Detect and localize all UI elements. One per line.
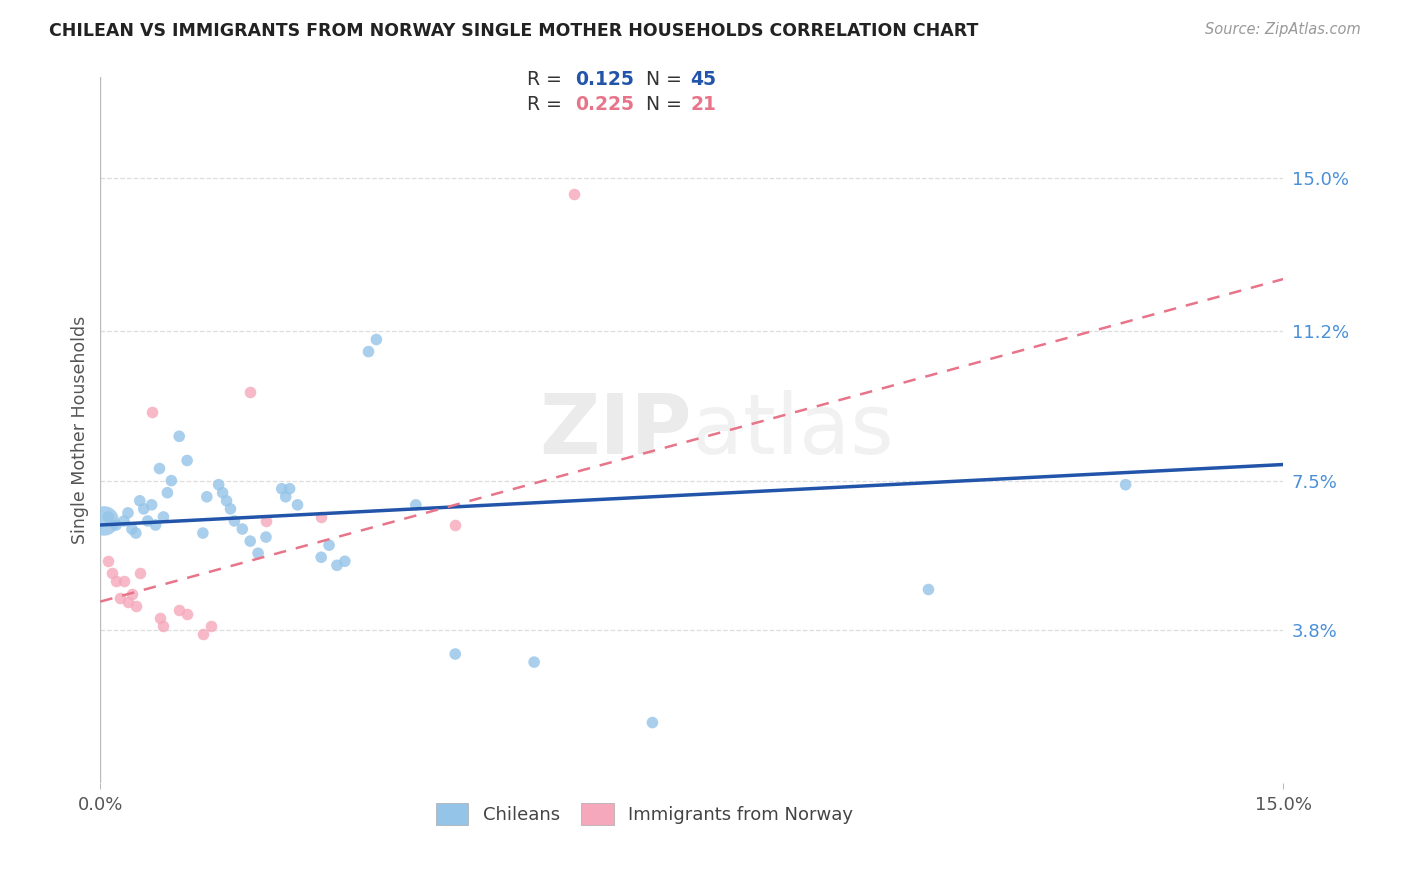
Point xyxy=(239,384,262,399)
Text: R =: R = xyxy=(527,95,574,114)
Legend: Chileans, Immigrants from Norway: Chileans, Immigrants from Norway xyxy=(426,794,862,834)
Text: Source: ZipAtlas.com: Source: ZipAtlas.com xyxy=(1205,22,1361,37)
Point xyxy=(405,498,427,512)
Point xyxy=(278,482,301,496)
Point xyxy=(274,490,297,504)
Point xyxy=(117,594,139,608)
Text: atlas: atlas xyxy=(692,390,894,471)
Text: ZIP: ZIP xyxy=(540,390,692,471)
Point xyxy=(176,453,198,467)
Point xyxy=(247,546,270,560)
Point xyxy=(1115,477,1137,491)
Point xyxy=(112,514,135,528)
Point xyxy=(231,522,253,536)
Point xyxy=(254,530,277,544)
Point xyxy=(101,566,124,581)
Point xyxy=(191,627,214,641)
Point xyxy=(132,501,155,516)
Point xyxy=(191,526,214,541)
Point xyxy=(112,574,135,589)
Text: 0.225: 0.225 xyxy=(575,95,634,114)
Point xyxy=(641,715,664,730)
Point xyxy=(309,510,332,524)
Point xyxy=(160,474,183,488)
Point xyxy=(136,514,159,528)
Point xyxy=(195,490,218,504)
Point xyxy=(167,602,190,616)
Point xyxy=(270,482,292,496)
Text: N =: N = xyxy=(628,70,689,89)
Point xyxy=(366,333,388,347)
Point xyxy=(239,534,262,549)
Point xyxy=(125,599,148,613)
Point xyxy=(121,586,143,600)
Point xyxy=(215,493,238,508)
Point xyxy=(148,611,170,625)
Point xyxy=(128,493,150,508)
Point xyxy=(333,554,356,568)
Point xyxy=(141,405,163,419)
Point xyxy=(318,538,340,552)
Point xyxy=(128,566,150,581)
Point xyxy=(108,591,131,605)
Point xyxy=(523,655,546,669)
Point xyxy=(917,582,939,597)
Point xyxy=(152,510,174,524)
Point xyxy=(156,485,179,500)
Point xyxy=(141,498,163,512)
Point xyxy=(97,554,120,568)
Point xyxy=(444,647,467,661)
Point xyxy=(326,558,349,573)
Point xyxy=(208,477,231,491)
Point xyxy=(287,498,309,512)
Point xyxy=(254,514,277,528)
Point xyxy=(444,518,467,533)
Point xyxy=(121,522,143,536)
Text: 21: 21 xyxy=(690,95,716,114)
Point xyxy=(357,344,380,359)
Text: CHILEAN VS IMMIGRANTS FROM NORWAY SINGLE MOTHER HOUSEHOLDS CORRELATION CHART: CHILEAN VS IMMIGRANTS FROM NORWAY SINGLE… xyxy=(49,22,979,40)
Point xyxy=(117,506,139,520)
Point xyxy=(105,574,128,589)
Point xyxy=(176,607,198,621)
Text: R =: R = xyxy=(527,70,574,89)
Point xyxy=(97,510,120,524)
Text: 45: 45 xyxy=(690,70,716,89)
Point xyxy=(200,619,222,633)
Point xyxy=(309,550,332,565)
Point xyxy=(145,518,167,533)
Point xyxy=(167,429,190,443)
Point xyxy=(152,619,174,633)
Y-axis label: Single Mother Households: Single Mother Households xyxy=(72,316,89,544)
Point xyxy=(125,526,148,541)
Text: N =: N = xyxy=(628,95,695,114)
Point xyxy=(219,501,242,516)
Point xyxy=(148,461,170,475)
Point xyxy=(224,514,246,528)
Text: 0.125: 0.125 xyxy=(575,70,634,89)
Point xyxy=(211,485,233,500)
Point xyxy=(562,187,585,202)
Point xyxy=(105,518,128,533)
Point xyxy=(93,514,115,528)
